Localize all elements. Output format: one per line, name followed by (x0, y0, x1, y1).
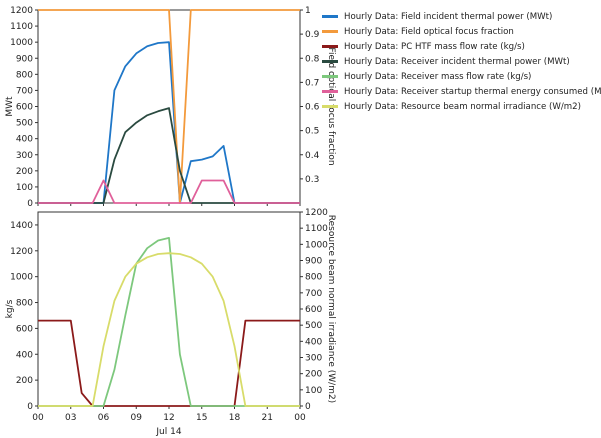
y-tick-label: 700 (16, 86, 33, 96)
x-tick-label: 15 (196, 413, 207, 423)
legend-swatch (322, 15, 338, 18)
y2-tick-label: 0.3 (305, 175, 319, 185)
y-tick-label: 0 (27, 199, 33, 209)
series-line (38, 41, 300, 204)
y2-tick-label: 800 (305, 273, 322, 283)
legend-label: Hourly Data: Receiver mass flow rate (kg… (344, 71, 532, 82)
x-tick-label: 12 (163, 413, 174, 423)
y2-tick-label: 1100 (305, 224, 328, 234)
x-axis-label: Jul 14 (155, 427, 181, 437)
chart-legend: Hourly Data: Field incident thermal powe… (322, 9, 601, 114)
x-tick-label: 06 (98, 413, 110, 423)
legend-swatch (322, 45, 338, 48)
y-tick-label: 600 (16, 324, 33, 334)
y2-tick-label: 400 (305, 337, 322, 347)
series-line (38, 319, 300, 407)
y-tick-label: 400 (16, 135, 33, 145)
legend-item[interactable]: Hourly Data: Field optical focus fractio… (322, 24, 598, 39)
y2-tick-label: 0.9 (305, 30, 320, 40)
x-tick-label: 00 (294, 413, 306, 423)
x-tick-label: 09 (131, 413, 143, 423)
x-tick-label: 00 (32, 413, 44, 423)
y2-tick-label: 0.5 (305, 127, 319, 137)
y-tick-label: 200 (16, 167, 33, 177)
y-tick-label: 0 (27, 402, 33, 412)
legend-label: Hourly Data: Receiver startup thermal en… (344, 86, 601, 97)
y-axis-label: kg/s (5, 299, 15, 318)
y-tick-label: 500 (16, 119, 33, 129)
y-tick-label: 1400 (10, 221, 33, 231)
y2-axis-label: Resource beam normal irradiance (W/m2) (326, 215, 336, 403)
legend-item[interactable]: Hourly Data: Receiver startup thermal en… (322, 84, 601, 99)
y2-tick-label: 0.8 (305, 54, 320, 64)
legend-item[interactable]: Hourly Data: Resource beam normal irradi… (322, 99, 598, 114)
legend-label: Hourly Data: PC HTF mass flow rate (kg/s… (344, 41, 525, 52)
y2-tick-label: 900 (305, 257, 322, 267)
y2-tick-label: 1 (305, 6, 311, 16)
legend-swatch (322, 105, 338, 108)
legend-swatch (322, 60, 338, 63)
series-line (38, 107, 300, 204)
y-tick-label: 600 (16, 103, 33, 113)
y-tick-label: 900 (16, 54, 33, 64)
y-tick-label: 1100 (10, 22, 33, 32)
y-tick-label: 300 (16, 151, 33, 161)
x-tick-label: 18 (229, 413, 241, 423)
series-line (38, 179, 300, 204)
y2-tick-label: 1200 (305, 208, 328, 218)
y2-tick-label: 300 (305, 354, 322, 364)
y2-tick-label: 0.7 (305, 78, 319, 88)
y-tick-label: 1200 (10, 6, 33, 16)
x-tick-label: 21 (262, 413, 273, 423)
series-line (38, 9, 300, 204)
legend-swatch (322, 75, 338, 78)
y-tick-label: 1000 (10, 273, 33, 283)
y2-tick-label: 500 (305, 321, 322, 331)
y2-tick-label: 600 (305, 305, 322, 315)
y2-tick-label: 1000 (305, 240, 328, 250)
legend-label: Hourly Data: Resource beam normal irradi… (344, 101, 581, 112)
legend-label: Hourly Data: Field optical focus fractio… (344, 26, 514, 37)
legend-label: Hourly Data: Receiver incident thermal p… (344, 56, 570, 67)
legend-item[interactable]: Hourly Data: Receiver incident thermal p… (322, 54, 598, 69)
y2-tick-label: 0.4 (305, 151, 320, 161)
legend-swatch (322, 30, 338, 33)
series-line (38, 252, 300, 407)
y2-tick-label: 700 (305, 289, 322, 299)
legend-label: Hourly Data: Field incident thermal powe… (344, 11, 553, 22)
plot-frame (37, 9, 301, 204)
legend-item[interactable]: Hourly Data: Field incident thermal powe… (322, 9, 598, 24)
y-tick-label: 1000 (10, 38, 33, 48)
y-tick-label: 1200 (10, 247, 33, 257)
y2-tick-label: 200 (305, 370, 322, 380)
y-tick-label: 800 (16, 70, 33, 80)
legend-item[interactable]: Hourly Data: PC HTF mass flow rate (kg/s… (322, 39, 598, 54)
y2-tick-label: 100 (305, 386, 322, 396)
y2-tick-label: 0.6 (305, 103, 320, 113)
y-tick-label: 400 (16, 350, 33, 360)
y-tick-label: 200 (16, 376, 33, 386)
y2-tick-label: 0 (305, 402, 311, 412)
legend-item[interactable]: Hourly Data: Receiver mass flow rate (kg… (322, 69, 598, 84)
legend-swatch (322, 90, 338, 93)
y-tick-label: 100 (16, 183, 33, 193)
y-tick-label: 800 (16, 299, 33, 309)
series-line (38, 236, 300, 407)
x-tick-label: 03 (65, 413, 76, 423)
y-axis-label: MWt (5, 96, 15, 117)
